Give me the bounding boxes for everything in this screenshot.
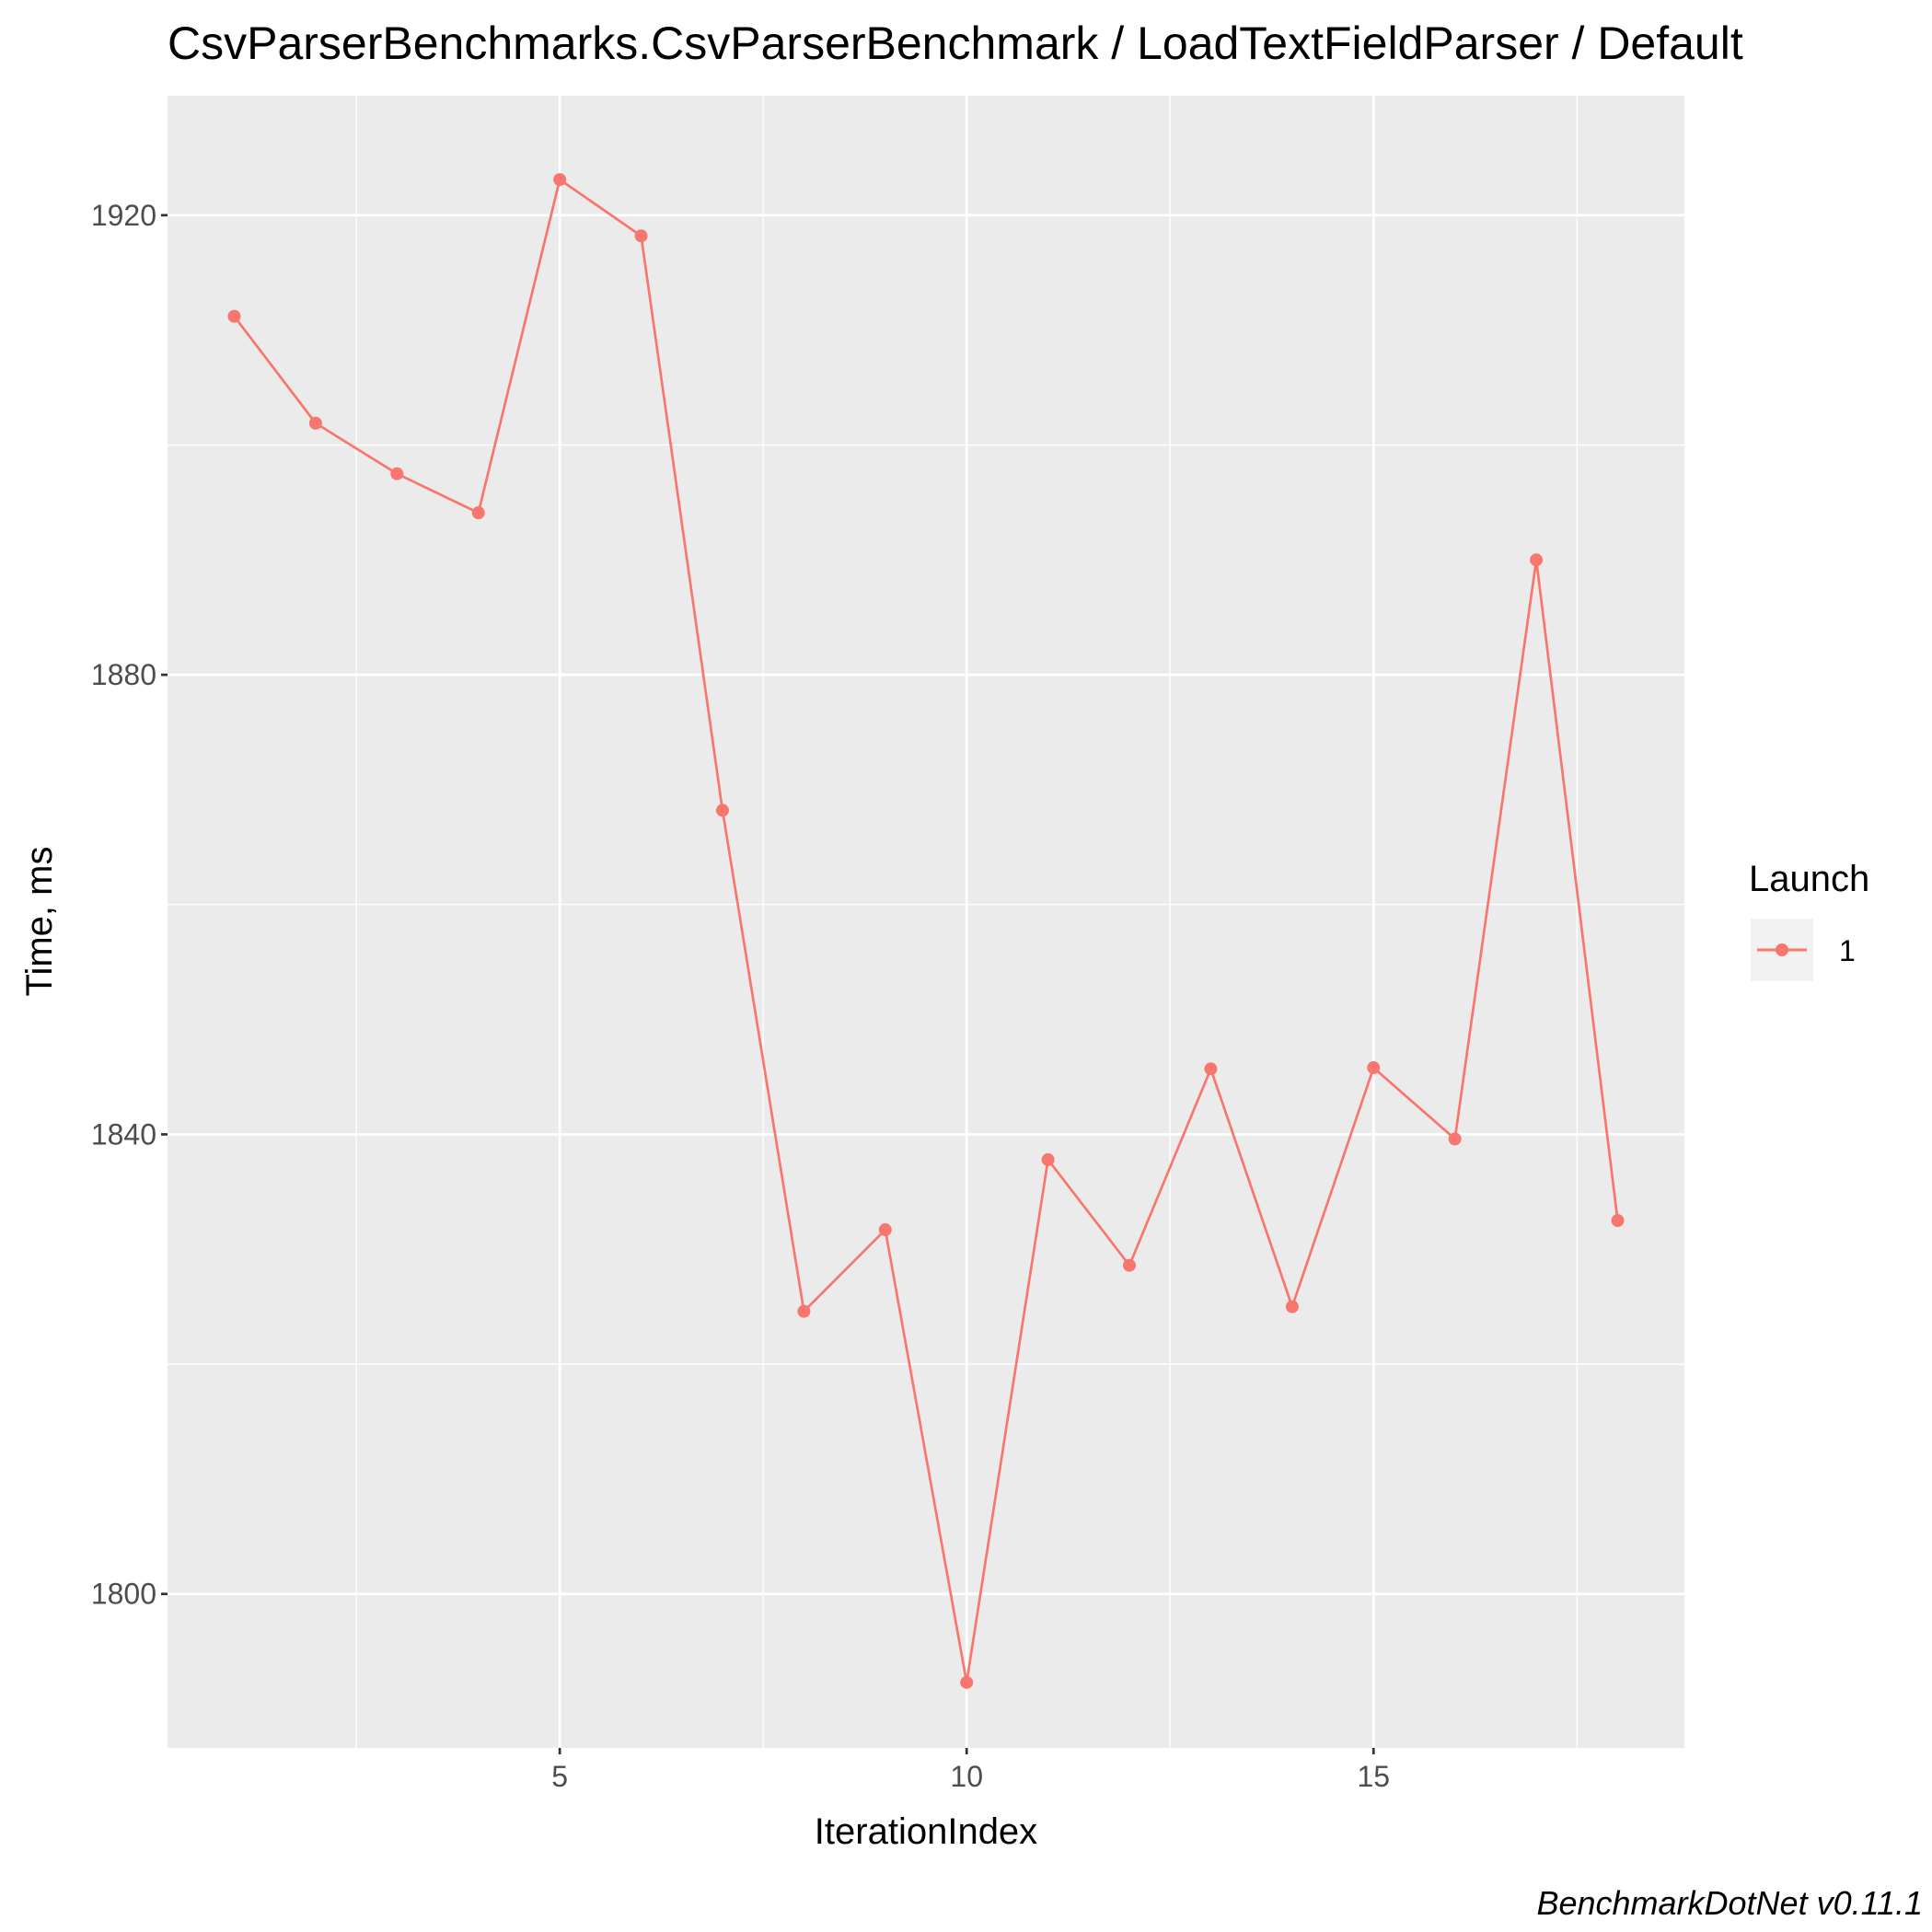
data-point <box>715 804 729 817</box>
chart-title: CsvParserBenchmarks.CsvParserBenchmark /… <box>168 17 1743 69</box>
data-point <box>390 467 404 480</box>
x-axis-title: IterationIndex <box>815 1811 1037 1852</box>
legend-key-point <box>1776 943 1788 956</box>
data-point <box>1611 1214 1625 1228</box>
caption: BenchmarkDotNet v0.11.1 <box>1536 1884 1923 1922</box>
x-tick-label: 15 <box>1357 1760 1390 1793</box>
y-axis-title: Time, ms <box>19 847 60 997</box>
y-tick-label: 1880 <box>91 658 156 691</box>
data-point <box>553 173 567 187</box>
data-point <box>1123 1258 1137 1272</box>
data-point <box>634 229 648 243</box>
data-series <box>227 173 1625 1689</box>
data-point <box>1448 1132 1462 1146</box>
legend-label: 1 <box>1839 934 1856 967</box>
data-point <box>960 1675 974 1689</box>
data-point <box>797 1304 811 1318</box>
data-point <box>227 309 241 323</box>
y-tick-label: 1840 <box>91 1117 156 1151</box>
data-point <box>1041 1152 1055 1166</box>
data-point <box>471 506 485 520</box>
gridlines <box>168 96 1684 1748</box>
data-point <box>1204 1062 1218 1076</box>
data-point <box>1530 553 1544 567</box>
axis-ticks: 1800 1840 1880 1920 5 10 15 <box>91 199 1390 1793</box>
legend: Launch 1 <box>1749 859 1869 981</box>
plot-panel <box>168 96 1684 1748</box>
legend-title: Launch <box>1749 859 1869 899</box>
y-tick-label: 1800 <box>91 1578 156 1611</box>
data-point <box>1367 1061 1381 1075</box>
data-point <box>878 1223 892 1237</box>
y-tick-label: 1920 <box>91 199 156 232</box>
data-point <box>308 416 322 430</box>
x-tick-label: 10 <box>950 1760 983 1793</box>
series-line <box>233 178 1619 1684</box>
x-tick-label: 5 <box>551 1760 568 1793</box>
data-point <box>1285 1300 1299 1313</box>
